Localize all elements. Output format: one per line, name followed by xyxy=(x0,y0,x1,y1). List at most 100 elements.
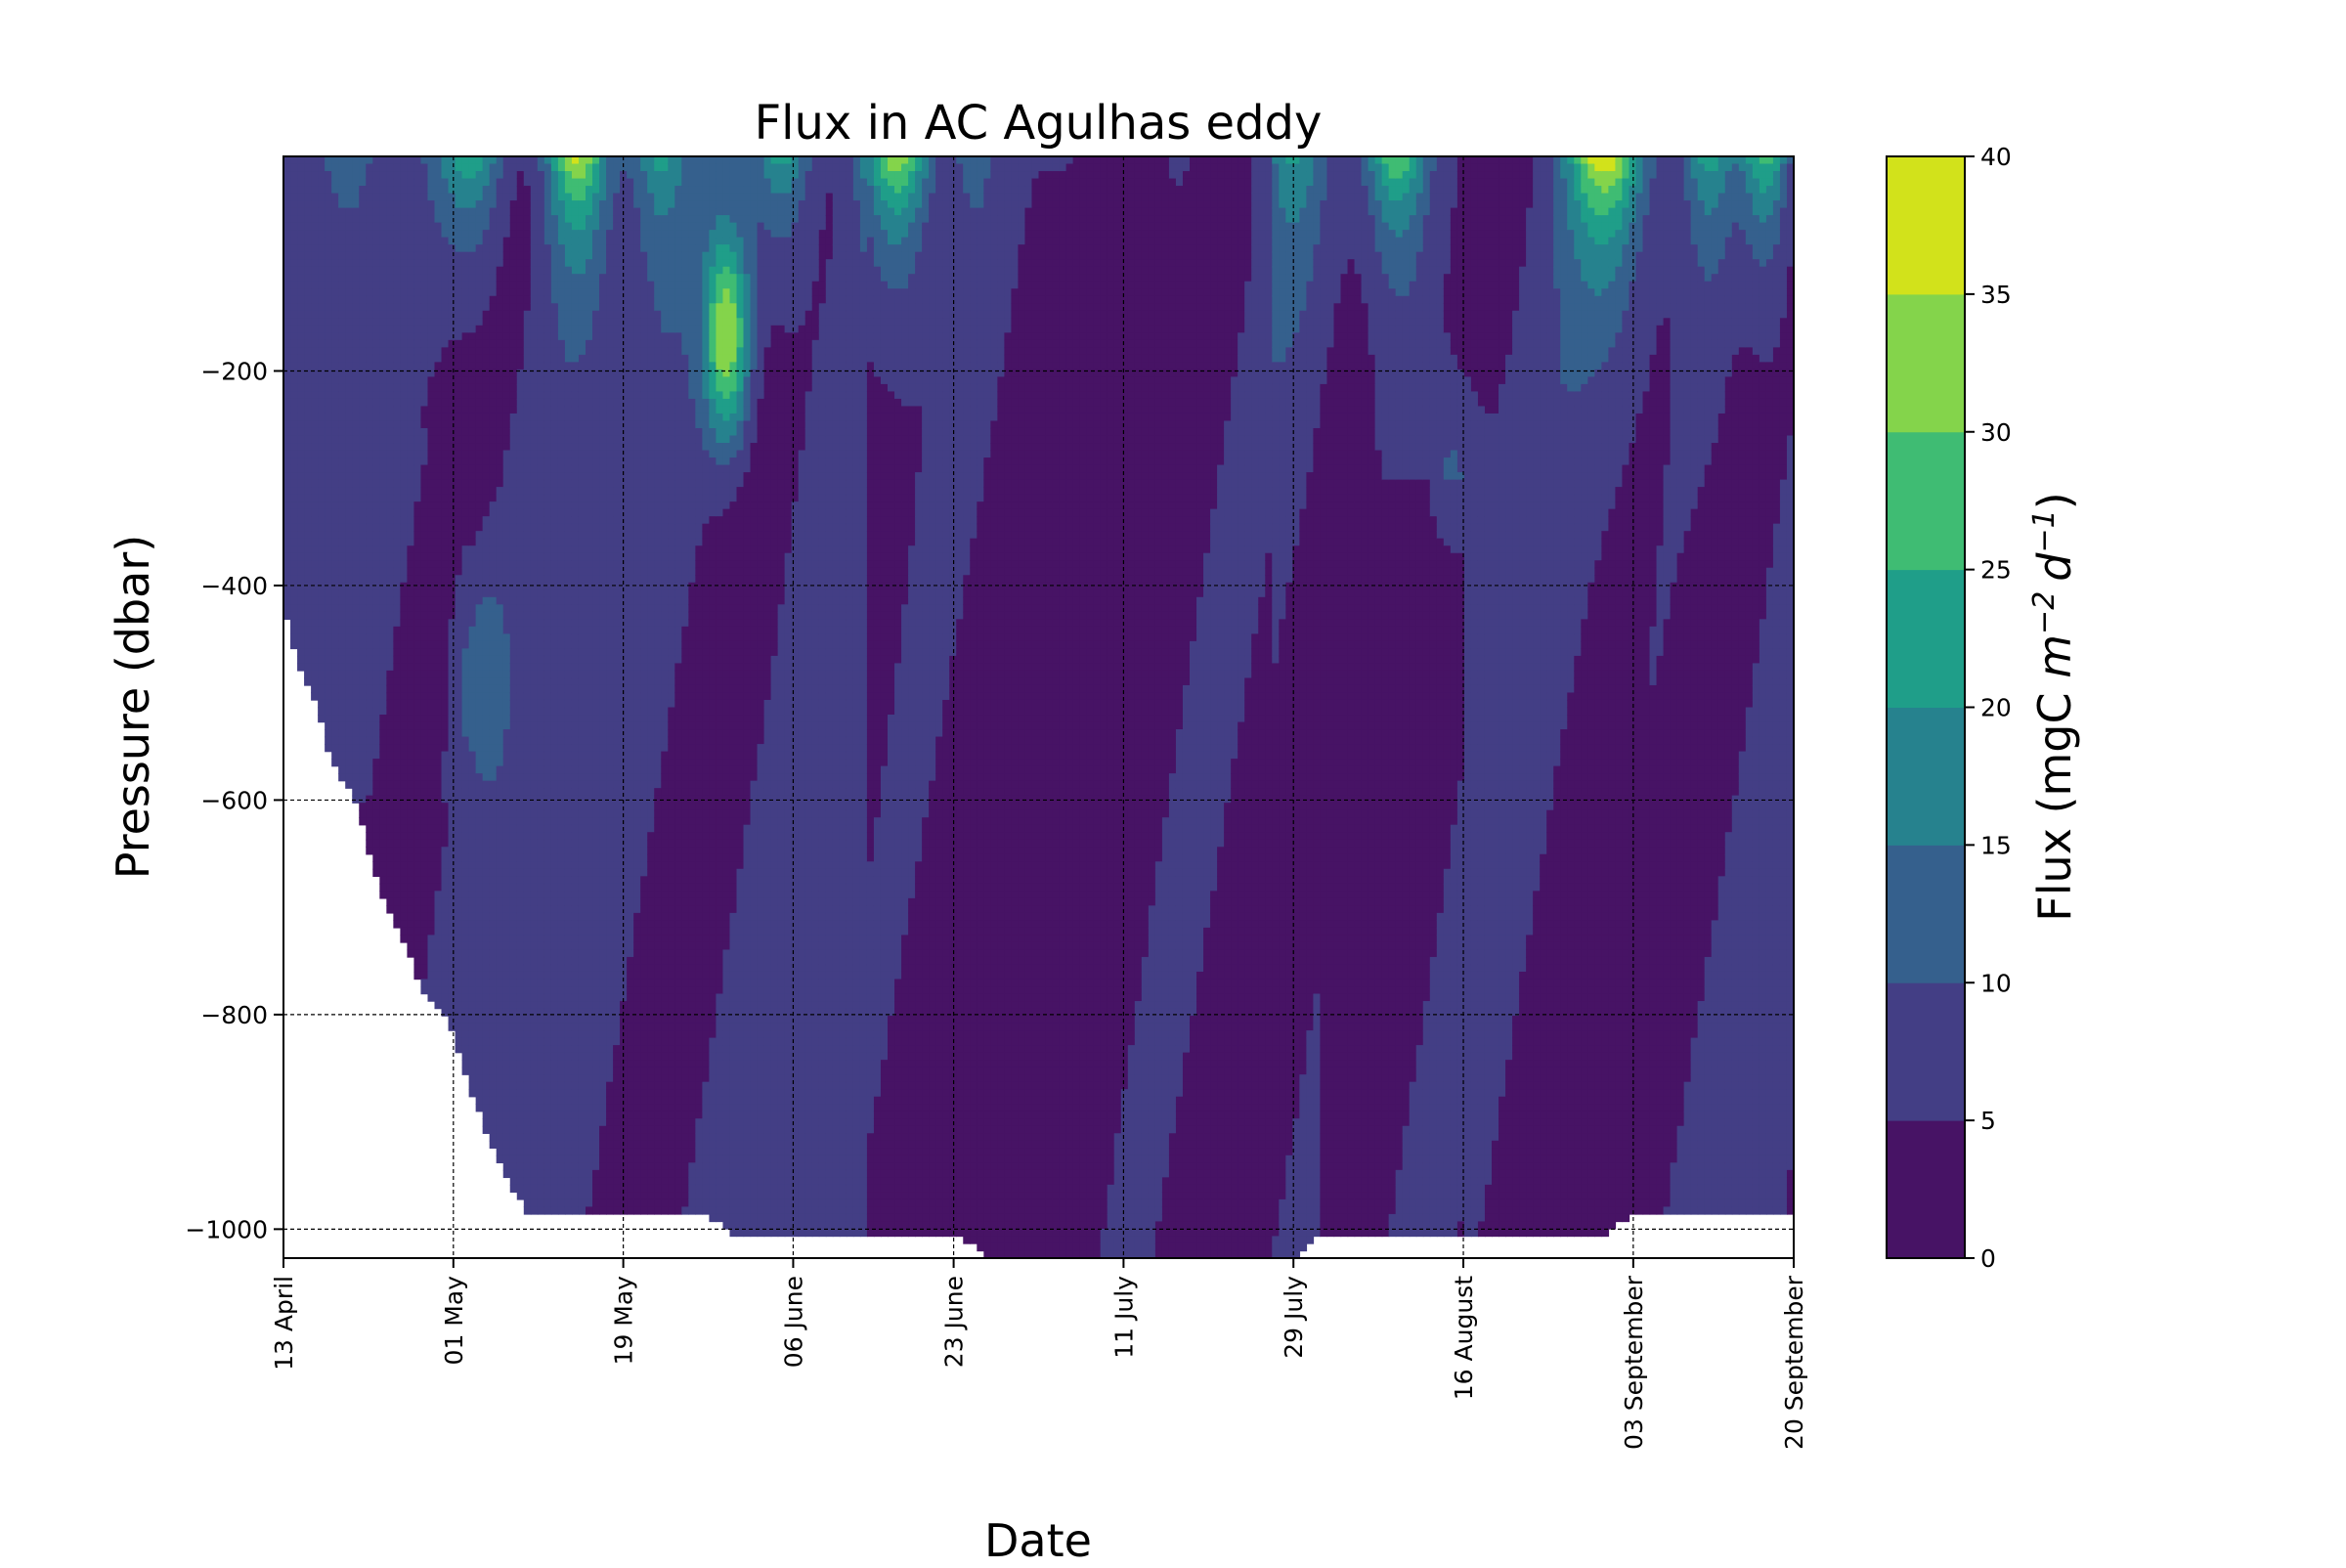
contour-cell xyxy=(372,369,381,378)
contour-cell xyxy=(578,853,586,862)
contour-cell xyxy=(352,376,360,385)
contour-cell xyxy=(434,295,443,304)
contour-cell xyxy=(530,759,539,767)
contour-cell xyxy=(475,538,484,546)
contour-cell xyxy=(496,824,504,833)
contour-cell xyxy=(550,876,559,885)
contour-cell xyxy=(413,575,422,584)
contour-cell xyxy=(366,472,373,481)
contour-cell xyxy=(516,347,525,356)
contour-cell xyxy=(537,964,545,973)
contour-cell xyxy=(379,479,388,488)
contour-cell xyxy=(400,464,409,473)
contour-cell xyxy=(571,369,580,378)
contour-cell xyxy=(550,281,559,289)
contour-cell xyxy=(379,186,388,195)
contour-cell xyxy=(523,1192,532,1200)
contour-cell xyxy=(523,876,532,885)
contour-cell xyxy=(379,501,388,510)
contour-cell xyxy=(345,186,353,195)
contour-cell xyxy=(523,362,532,370)
contour-cell xyxy=(318,450,326,458)
contour-cell xyxy=(578,986,586,995)
contour-cell xyxy=(475,494,484,502)
contour-cell xyxy=(516,1177,525,1186)
contour-cell xyxy=(496,1023,504,1031)
contour-cell xyxy=(427,897,436,907)
contour-cell xyxy=(427,237,436,245)
contour-cell xyxy=(468,736,477,745)
contour-cell xyxy=(564,589,573,598)
contour-cell xyxy=(352,715,360,723)
contour-cell xyxy=(434,832,443,841)
contour-cell xyxy=(523,230,532,239)
contour-cell xyxy=(379,736,388,745)
contour-cell xyxy=(386,619,395,628)
contour-cell xyxy=(557,993,566,1002)
contour-cell xyxy=(502,545,511,554)
contour-cell xyxy=(325,736,332,745)
contour-cell xyxy=(413,684,422,694)
contour-cell xyxy=(400,531,409,540)
contour-cell xyxy=(564,897,573,907)
contour-cell xyxy=(475,744,484,753)
contour-cell xyxy=(455,699,463,709)
contour-cell xyxy=(530,362,539,370)
contour-cell xyxy=(482,736,491,745)
contour-cell xyxy=(516,655,525,665)
contour-cell xyxy=(523,435,532,444)
contour-cell xyxy=(283,266,291,275)
contour-cell xyxy=(325,487,332,496)
contour-cell xyxy=(530,655,539,665)
contour-cell xyxy=(571,596,580,606)
contour-cell xyxy=(366,523,373,532)
contour-cell xyxy=(386,427,395,437)
contour-cell xyxy=(475,847,484,855)
contour-cell xyxy=(502,560,511,569)
contour-cell xyxy=(564,1133,573,1142)
contour-cell xyxy=(557,303,566,312)
contour-cell xyxy=(372,362,381,370)
contour-cell xyxy=(297,369,305,378)
contour-cell xyxy=(564,567,573,576)
contour-cell xyxy=(420,721,429,730)
contour-cell xyxy=(496,1067,504,1075)
contour-cell xyxy=(571,222,580,231)
contour-cell xyxy=(434,362,443,370)
contour-cell xyxy=(523,523,532,532)
contour-cell xyxy=(468,244,477,253)
contour-cell xyxy=(345,450,353,458)
contour-cell xyxy=(571,1118,580,1127)
contour-cell xyxy=(571,1045,580,1054)
contour-cell xyxy=(509,435,518,444)
contour-cell xyxy=(441,420,450,429)
contour-cell xyxy=(338,362,346,370)
contour-cell xyxy=(564,178,573,187)
contour-cell xyxy=(400,516,409,525)
contour-cell xyxy=(564,244,573,253)
contour-cell xyxy=(455,230,463,239)
contour-cell xyxy=(372,765,381,774)
contour-cell xyxy=(331,222,339,231)
contour-cell xyxy=(393,420,402,429)
contour-cell xyxy=(557,251,566,260)
contour-cell xyxy=(496,868,504,877)
contour-cell xyxy=(386,420,395,429)
contour-cell xyxy=(489,259,498,268)
contour-cell xyxy=(509,949,518,958)
contour-cell xyxy=(352,427,360,437)
contour-cell xyxy=(359,163,367,172)
contour-cell xyxy=(496,920,504,929)
contour-cell xyxy=(366,383,373,393)
contour-cell xyxy=(413,883,422,893)
contour-cell xyxy=(489,1023,498,1031)
contour-cell xyxy=(475,200,484,209)
contour-cell xyxy=(543,274,552,283)
contour-cell xyxy=(400,274,409,283)
contour-cell xyxy=(475,604,484,613)
contour-cell xyxy=(578,721,586,730)
contour-cell xyxy=(420,347,429,356)
contour-cell xyxy=(571,552,580,561)
contour-cell xyxy=(537,376,545,385)
contour-cell xyxy=(318,487,326,496)
